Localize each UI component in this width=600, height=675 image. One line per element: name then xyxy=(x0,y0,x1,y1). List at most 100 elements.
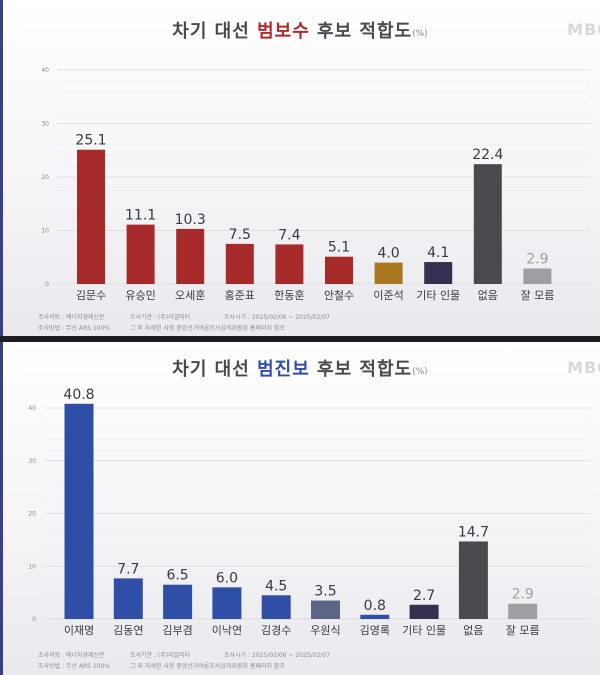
y-tick-label: 10 xyxy=(41,228,49,235)
value-label: 7.4 xyxy=(278,227,300,243)
footer-sponsor: 조사의뢰 : 에너지경제신문 xyxy=(38,314,105,321)
bar-chart-conservative: 0 10 20 30 40 25.1 김문수 11.1 유승민 10.3 오세훈 7.5 홍준표 7.4 한… xyxy=(41,67,590,302)
category-label: 잘 모름 xyxy=(506,624,540,637)
bar xyxy=(374,262,403,284)
bar xyxy=(126,224,155,284)
broadcaster-logo: MBC xyxy=(567,358,600,377)
category-label: 김영록 xyxy=(360,624,390,637)
bar xyxy=(473,164,502,284)
category-label: 우원식 xyxy=(310,624,340,637)
title-prefix: 차기 대선 xyxy=(172,359,258,380)
title-prefix: 차기 대선 xyxy=(172,21,258,42)
bar xyxy=(163,584,193,619)
value-label: 40.8 xyxy=(63,387,94,403)
bar xyxy=(325,256,353,284)
category-label: 이낙연 xyxy=(212,624,242,637)
category-label: 김동연 xyxy=(113,624,143,637)
category-label: 없음 xyxy=(478,289,498,302)
category-label: 한동훈 xyxy=(274,289,304,302)
footer-agency: 조사기관 : (주)리얼미터 xyxy=(130,652,191,659)
category-label: 오세훈 xyxy=(175,289,205,302)
category-label: 홍준표 xyxy=(225,288,255,302)
broadcaster-logo: MBC xyxy=(567,20,600,39)
bar xyxy=(360,614,390,619)
panel-edge-bar xyxy=(0,0,3,336)
bar xyxy=(212,587,242,619)
y-tick-label: 20 xyxy=(41,174,49,181)
bar xyxy=(261,595,291,619)
bar xyxy=(225,243,254,284)
bar xyxy=(64,403,94,619)
footer-period: 조사시기 : 2025/02/06 ~ 2025/02/07 xyxy=(224,652,330,659)
y-tick-label: 30 xyxy=(41,121,49,128)
footer-sponsor: 조사의뢰 : 에너지경제신문 xyxy=(38,652,105,659)
category-label: 유승민 xyxy=(125,289,155,302)
value-label: 4.1 xyxy=(427,245,449,261)
bar xyxy=(458,541,488,619)
value-label: 3.5 xyxy=(314,584,336,600)
bar xyxy=(113,578,143,619)
footer-period: 조사시기 : 2025/02/06 ~ 2025/02/07 xyxy=(224,314,330,321)
title-suffix: 후보 적합도 xyxy=(309,21,413,42)
category-label: 잘 모름 xyxy=(520,289,554,302)
category-label: 김부겸 xyxy=(162,624,192,637)
value-label: 7.5 xyxy=(229,227,251,243)
value-label: 0.8 xyxy=(364,598,386,614)
footer-note: 그 외 자세한 사항 중앙선거여론조사심의위원회 홈페이지 참조 xyxy=(130,325,285,332)
value-label: 7.7 xyxy=(117,561,139,577)
title-unit: (%) xyxy=(412,367,428,377)
value-label: 11.1 xyxy=(125,208,156,224)
category-label: 기타 인물 xyxy=(402,624,446,637)
bar xyxy=(424,262,453,284)
y-tick-label: 40 xyxy=(28,405,36,412)
value-label: 2.9 xyxy=(526,251,548,267)
title-accent: 범보수 xyxy=(257,21,310,42)
category-label: 이준석 xyxy=(373,289,403,302)
category-label: 안철수 xyxy=(324,289,354,302)
category-label: 김경수 xyxy=(261,624,291,637)
footer-agency: 조사기관 : (주)리얼미터 xyxy=(130,314,191,321)
category-label: 기타 인물 xyxy=(416,289,460,302)
footer-method: 조사방법 : 무선 ARS 100% xyxy=(38,325,111,332)
footer-note: 그 외 자세한 사항 중앙선거여론조사심의위원회 홈페이지 참조 xyxy=(130,663,285,670)
bar xyxy=(409,604,439,619)
chart-title: 차기 대선 범보수 후보 적합도(%) xyxy=(0,17,600,43)
chart-panel-conservative: 차기 대선 범보수 후보 적합도(%) MBC 0 10 20 30 40 25.1 김문수… xyxy=(0,0,600,336)
chart-panel-progressive: 차기 대선 범진보 후보 적합도(%) MBC 0 10 20 30 40 40.8 이재명… xyxy=(0,342,600,675)
value-label: 4.0 xyxy=(377,246,399,262)
value-label: 4.5 xyxy=(265,578,287,594)
y-tick-label: 10 xyxy=(28,563,36,570)
y-tick-label: 20 xyxy=(28,511,36,518)
value-label: 25.1 xyxy=(75,133,106,149)
y-tick-label: 0 xyxy=(32,616,36,623)
chart-title: 차기 대선 범진보 후보 적합도(%) xyxy=(0,355,600,381)
value-label: 10.3 xyxy=(175,212,206,228)
title-unit: (%) xyxy=(412,29,428,39)
bar xyxy=(523,268,552,284)
value-label: 6.0 xyxy=(216,570,238,586)
survey-footer: 조사의뢰 : 에너지경제신문 조사기관 : (주)리얼미터 조사시기 : 2025/… xyxy=(38,650,344,672)
category-label: 없음 xyxy=(463,624,483,637)
survey-footer: 조사의뢰 : 에너지경제신문 조사기관 : (주)리얼미터 조사시기 : 2025/… xyxy=(38,312,344,334)
bar xyxy=(311,600,340,619)
bar xyxy=(176,228,205,284)
panel-edge-bar xyxy=(0,342,3,675)
bar xyxy=(508,603,538,619)
title-accent: 범진보 xyxy=(257,359,310,380)
value-label: 2.7 xyxy=(413,588,435,604)
value-label: 5.1 xyxy=(328,240,350,256)
category-label: 이재명 xyxy=(64,624,94,637)
bar-chart-progressive: 0 10 20 30 40 40.8 이재명 7.7 김동연 6.5 김부겸 6.0 이낙연 4.5 김경수… xyxy=(28,387,590,637)
value-label: 6.5 xyxy=(166,568,188,584)
category-label: 김문수 xyxy=(76,289,106,302)
y-tick-label: 30 xyxy=(28,458,36,465)
value-label: 2.9 xyxy=(512,587,534,603)
bar xyxy=(275,244,304,284)
bar xyxy=(77,149,105,284)
footer-method: 조사방법 : 무선 ARS 100% xyxy=(38,663,111,670)
value-label: 14.7 xyxy=(458,524,489,540)
y-tick-label: 0 xyxy=(45,281,49,288)
value-label: 22.4 xyxy=(472,147,503,163)
title-suffix: 후보 적합도 xyxy=(309,359,413,380)
y-tick-label: 40 xyxy=(41,67,49,74)
